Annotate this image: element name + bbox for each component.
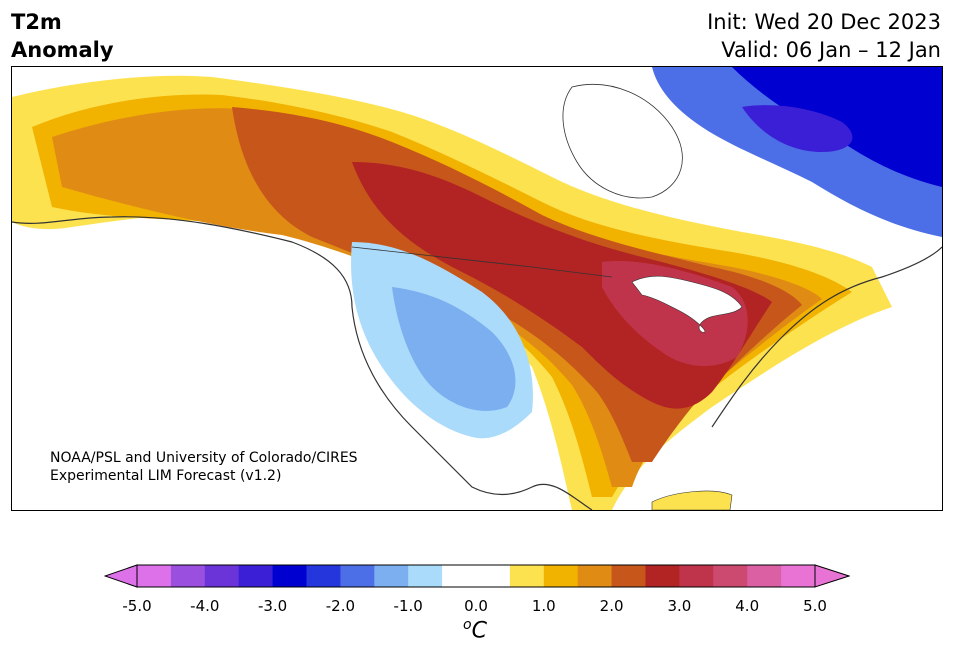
cuba-island xyxy=(651,490,733,510)
colorbar-cell xyxy=(611,565,646,587)
colorbar-cell xyxy=(442,565,477,587)
map-panel: NOAA/PSL and University of Colorado/CIRE… xyxy=(11,66,943,511)
valid-date: Valid: 06 Jan – 12 Jan xyxy=(721,38,941,62)
colorbar-cell xyxy=(679,565,714,587)
colorbar-tick-label: -4.0 xyxy=(190,597,220,615)
colorbar-tick-label: 2.0 xyxy=(599,597,624,615)
init-date: Init: Wed 20 Dec 2023 xyxy=(707,10,941,34)
colorbar-cell xyxy=(543,565,579,587)
forecast-dates: Init: Wed 20 Dec 2023 Valid: 06 Jan – 12… xyxy=(707,8,941,64)
colorbar-cell xyxy=(137,565,172,587)
colorbar-cell xyxy=(509,565,545,587)
colorbar-tick-label: 3.0 xyxy=(667,597,692,615)
us-canada-border xyxy=(351,246,613,278)
colorbar-cell xyxy=(645,565,680,587)
colorbar-tick-label: -5.0 xyxy=(122,597,152,615)
colorbar-tick-label: -1.0 xyxy=(393,597,423,615)
unit-letter: C xyxy=(471,618,487,644)
colorbar-tick-label: 5.0 xyxy=(803,597,827,615)
coastline-east xyxy=(711,246,942,428)
anomaly-zone-blue xyxy=(392,287,516,411)
colorbar-unit: oC xyxy=(463,617,487,643)
title-line-1: T2m xyxy=(11,10,62,34)
map-title: T2m Anomaly xyxy=(11,8,114,64)
colorbar-cell xyxy=(238,565,274,587)
colorbar-tick-label: 1.0 xyxy=(531,597,556,615)
great-lakes xyxy=(631,275,743,333)
colorbar-outline xyxy=(136,564,816,588)
colorbar-cell xyxy=(340,565,375,587)
coastline xyxy=(12,216,593,510)
colorbar-cell xyxy=(170,565,206,587)
colorbar-cell xyxy=(204,565,240,587)
colorbar-cell xyxy=(781,565,816,587)
anomaly-map: NOAA/PSL and University of Colorado/CIRE… xyxy=(12,67,942,510)
unit-degree: o xyxy=(463,617,472,633)
colorbar-cell xyxy=(306,565,341,587)
colorbar-tick-label: 0.0 xyxy=(464,597,488,615)
colorbar-tick-label: -3.0 xyxy=(257,597,288,615)
colorbar-ticks: -5.0 -4.0 -3.0 -2.0 -1.0 0.0 1.0 2.0 3.0 4.0 5.0 xyxy=(0,597,953,617)
colorbar xyxy=(104,564,850,588)
colorbar-cell xyxy=(577,565,613,587)
colorbar-cell xyxy=(374,565,409,587)
colorbar-cells xyxy=(137,565,816,587)
colorbar-cell xyxy=(476,565,511,587)
anomaly-zone-quebec-violet xyxy=(742,105,853,152)
colorbar-cell xyxy=(408,565,443,587)
title-line-2: Anomaly xyxy=(11,38,114,62)
colorbar-cell xyxy=(747,565,782,587)
colorbar-over-arrow xyxy=(814,564,850,588)
hudson-bay xyxy=(562,84,683,199)
credit-line-2: Experimental LIM Forecast (v1.2) xyxy=(50,468,282,484)
colorbar-under-arrow xyxy=(104,564,138,588)
colorbar-cell xyxy=(272,565,307,587)
colorbar-tick-label: -2.0 xyxy=(325,597,356,615)
credit-line-1: NOAA/PSL and University of Colorado/CIRE… xyxy=(50,450,358,466)
colorbar-cell xyxy=(713,565,748,587)
colorbar-tick-label: 4.0 xyxy=(735,597,760,615)
data-credit: NOAA/PSL and University of Colorado/CIRE… xyxy=(50,449,358,485)
